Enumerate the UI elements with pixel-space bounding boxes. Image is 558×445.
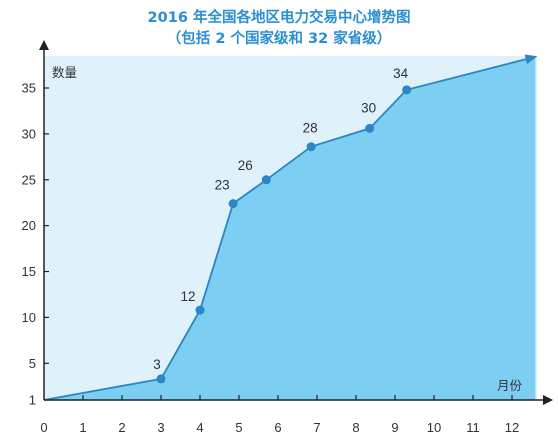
data-label: 12: [180, 289, 195, 304]
data-point: [306, 142, 316, 152]
x-axis-label: 月份: [497, 378, 523, 393]
y-tick-label: 1: [29, 393, 36, 408]
data-label: 26: [238, 158, 253, 173]
x-tick-label: 5: [235, 420, 242, 435]
data-point: [402, 85, 412, 95]
x-tick-label: 0: [40, 420, 47, 435]
x-tick-label: 11: [466, 420, 480, 435]
data-labels: 3 12 23 26 28 30 34: [153, 66, 408, 372]
x-tick-label: 1: [79, 420, 86, 435]
x-tick-label: 7: [313, 420, 320, 435]
x-tick-label: 12: [505, 420, 519, 435]
area-fill: [44, 56, 536, 401]
chart-title: 2016 年全国各地区电力交易中心增势图: [148, 8, 411, 26]
y-tick-label: 25: [22, 172, 36, 187]
y-axis-label: 数量: [52, 65, 77, 80]
x-tick-label: 4: [196, 420, 203, 435]
y-tick-label: 15: [22, 264, 36, 279]
data-label: 28: [303, 121, 318, 136]
y-tick-label: 30: [22, 126, 36, 141]
data-points: [156, 85, 412, 384]
y-tick-label: 35: [22, 81, 36, 96]
data-point: [261, 175, 271, 185]
x-tick-label: 8: [352, 420, 359, 435]
x-ticks: 0 1 2 3 4 5 6 7 8 9 10 11 12: [40, 395, 519, 435]
data-point: [365, 123, 375, 133]
x-tick-label: 6: [274, 420, 281, 435]
y-tick-label: 20: [22, 218, 36, 233]
x-tick-label: 2: [118, 420, 125, 435]
y-tick-label: 10: [22, 310, 36, 325]
data-label: 30: [361, 100, 376, 115]
chart-subtitle: （包括 2 个国家级和 32 家省级）: [167, 29, 391, 47]
y-tick-label: 5: [29, 356, 36, 371]
data-point: [195, 305, 205, 315]
data-point: [156, 374, 166, 384]
x-tick-label: 9: [391, 420, 398, 435]
data-label: 3: [153, 357, 161, 372]
data-point: [228, 199, 238, 209]
x-tick-label: 3: [157, 420, 164, 435]
data-label: 23: [215, 178, 230, 193]
x-tick-label: 10: [427, 420, 441, 435]
data-label: 34: [393, 66, 409, 81]
